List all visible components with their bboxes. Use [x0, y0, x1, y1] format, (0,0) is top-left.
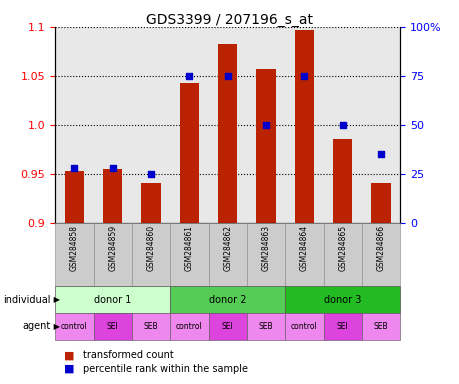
Text: ▶: ▶	[50, 295, 60, 304]
Point	[224, 73, 231, 79]
Bar	[103, 169, 122, 223]
Text: donor 1: donor 1	[94, 295, 131, 305]
Text: donor 3: donor 3	[323, 295, 361, 305]
Text: GSM284859: GSM284859	[108, 225, 117, 271]
Text: ▶: ▶	[50, 322, 60, 331]
Text: agent: agent	[22, 321, 50, 331]
Bar	[294, 30, 313, 223]
Text: control: control	[176, 322, 202, 331]
Text: control: control	[61, 322, 88, 331]
Bar	[256, 69, 275, 223]
Point	[300, 73, 308, 79]
Point	[147, 170, 154, 177]
Text: individual: individual	[3, 295, 50, 305]
Point	[185, 73, 193, 79]
Text: SEI: SEI	[336, 322, 348, 331]
Text: GSM284861: GSM284861	[185, 225, 193, 271]
Point	[338, 122, 346, 128]
Text: donor 2: donor 2	[208, 295, 246, 305]
Text: GSM284865: GSM284865	[337, 225, 347, 271]
Text: ■: ■	[64, 364, 75, 374]
Text: GSM284866: GSM284866	[376, 225, 385, 271]
Bar	[179, 83, 198, 223]
Text: ■: ■	[64, 350, 75, 360]
Text: control: control	[291, 322, 317, 331]
Text: transformed count: transformed count	[83, 350, 173, 360]
Point	[71, 165, 78, 171]
Text: GDS3399 / 207196_s_at: GDS3399 / 207196_s_at	[146, 13, 313, 27]
Text: GSM284864: GSM284864	[299, 225, 308, 271]
Bar	[141, 182, 160, 223]
Point	[262, 122, 269, 128]
Bar	[332, 139, 352, 223]
Bar	[218, 43, 237, 223]
Bar	[65, 171, 84, 223]
Bar	[371, 182, 390, 223]
Text: GSM284858: GSM284858	[70, 225, 78, 271]
Text: SEI: SEI	[106, 322, 118, 331]
Point	[109, 165, 116, 171]
Text: SEB: SEB	[373, 322, 387, 331]
Point	[376, 151, 384, 157]
Text: SEI: SEI	[221, 322, 233, 331]
Text: SEB: SEB	[143, 322, 158, 331]
Text: SEB: SEB	[258, 322, 273, 331]
Text: GSM284863: GSM284863	[261, 225, 270, 271]
Text: GSM284862: GSM284862	[223, 225, 232, 271]
Text: percentile rank within the sample: percentile rank within the sample	[83, 364, 247, 374]
Text: GSM284860: GSM284860	[146, 225, 155, 271]
